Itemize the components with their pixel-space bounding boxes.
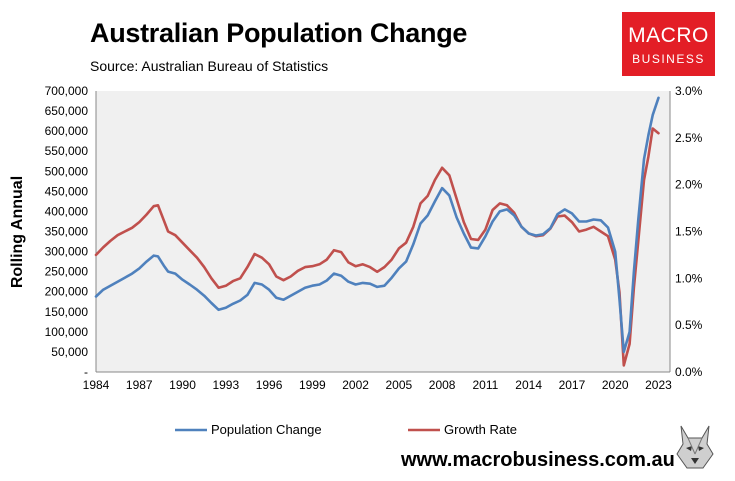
y-tick-label: 600,000	[45, 124, 89, 138]
y-tick-label: 700,000	[45, 84, 89, 98]
y-tick-label: 150,000	[45, 305, 89, 319]
y-tick-label: 350,000	[45, 225, 89, 239]
y2-tick-labels: 0.0% 0.5% 1.0% 1.5% 2.0% 2.5% 3.0%	[675, 84, 703, 379]
x-tick-label: 2011	[472, 378, 498, 392]
y2-tick-label: 0.5%	[675, 318, 703, 332]
x-tick-label: 2014	[515, 378, 542, 392]
population-change-line	[94, 96, 660, 354]
y2-tick-label: 2.0%	[675, 178, 703, 192]
y-tick-label: 550,000	[45, 144, 89, 158]
legend-population-change-label: Population Change	[211, 422, 322, 437]
logo-line-2: BUSINESS	[632, 52, 705, 66]
x-tick-label: 1999	[299, 378, 326, 392]
x-tick-label: 2020	[602, 378, 629, 392]
legend-growth-rate-label: Growth Rate	[444, 422, 517, 437]
website-url: www.macrobusiness.com.au	[401, 449, 675, 471]
y-tick-label: -	[84, 365, 88, 379]
chart-title: Australian Population Change	[90, 18, 468, 48]
growth-rate-line	[94, 127, 660, 367]
y2-tick-label: 2.5%	[675, 131, 703, 145]
y-tick-label: 450,000	[45, 184, 89, 198]
x-tick-label: 2002	[342, 378, 369, 392]
macrobusiness-logo: MACRO BUSINESS	[622, 12, 715, 76]
chart-source: Source: Australian Bureau of Statistics	[90, 58, 329, 74]
y-tick-label: 200,000	[45, 285, 89, 299]
y-tick-label: 500,000	[45, 164, 89, 178]
y-axis-label: Rolling Annual	[9, 176, 26, 288]
x-tick-label: 2023	[645, 378, 672, 392]
y-tick-label: 100,000	[45, 325, 89, 339]
y-tick-label: 250,000	[45, 265, 89, 279]
y-tick-label: 650,000	[45, 104, 89, 118]
y2-tick-label: 1.5%	[675, 225, 703, 239]
y-tick-label: 300,000	[45, 245, 89, 259]
wolf-logo-icon	[676, 425, 714, 469]
y-tick-labels: - 50,000 100,000 150,000 200,000 250,000 300,0…	[45, 84, 89, 379]
x-tick-label: 2017	[559, 378, 586, 392]
x-tick-label: 2008	[429, 378, 456, 392]
series-lines	[94, 96, 660, 367]
x-tick-label: 1996	[256, 378, 283, 392]
y2-tick-label: 3.0%	[675, 84, 703, 98]
logo-line-1: MACRO	[628, 24, 709, 47]
legend: Population Change Growth Rate	[175, 422, 517, 437]
y-tick-label: 400,000	[45, 204, 89, 218]
y2-tick-label: 1.0%	[675, 271, 703, 285]
x-tick-label: 1987	[126, 378, 153, 392]
x-tick-label: 2005	[386, 378, 413, 392]
y2-tick-label: 0.0%	[675, 365, 703, 379]
y-tick-label: 50,000	[51, 345, 88, 359]
plot-area	[96, 91, 670, 372]
x-tick-label: 1993	[212, 378, 239, 392]
x-tick-label: 1990	[169, 378, 196, 392]
axes	[95, 91, 671, 373]
x-tick-label: 1984	[83, 378, 110, 392]
x-tick-labels: 1984 1987 1990 1993 1996 1999 2002 2005 2008 2011…	[83, 378, 672, 392]
